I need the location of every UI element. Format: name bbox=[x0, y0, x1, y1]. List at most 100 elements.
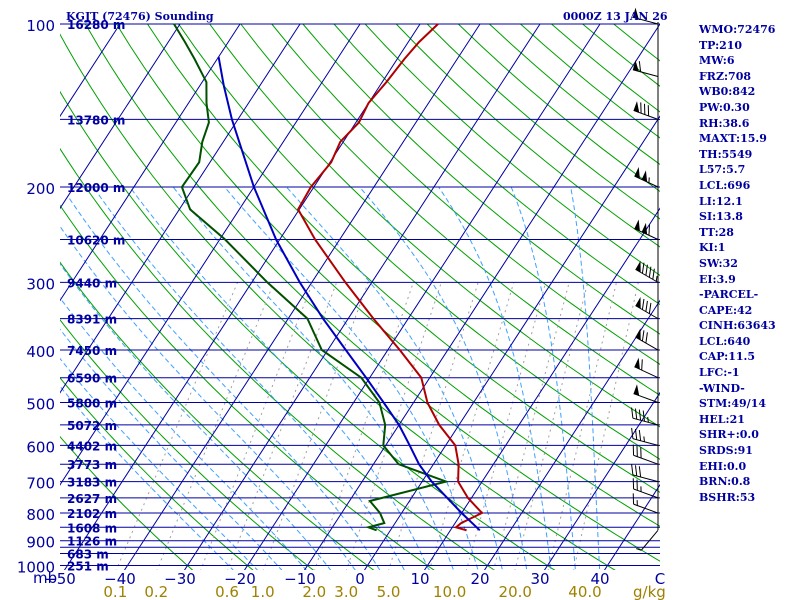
wind-barb bbox=[631, 407, 659, 426]
wind-barb-half-flag bbox=[655, 275, 658, 282]
pressure-tick-label: 600 bbox=[26, 438, 55, 456]
height-label: 2627 m bbox=[67, 492, 117, 506]
wind-barb-flag bbox=[641, 298, 645, 310]
mixing-ratio-label: 0.6 bbox=[215, 583, 239, 600]
dry-adiabat-line bbox=[178, 23, 660, 460]
mixing-ratio-label: 10.0 bbox=[433, 583, 466, 600]
temperature-tick-label: 10 bbox=[410, 570, 429, 588]
isotherm-line bbox=[303, 23, 660, 570]
pressure-tick-label: 400 bbox=[26, 343, 55, 361]
wind-barb-flag bbox=[634, 428, 638, 440]
temperature-tick-label: −40 bbox=[104, 570, 136, 588]
height-label: 5800 m bbox=[67, 397, 117, 411]
height-label: 3773 m bbox=[67, 458, 117, 472]
stat-item: RH:38.6 bbox=[699, 116, 750, 130]
stat-item: MW:6 bbox=[699, 54, 735, 68]
mixing-ratio-line bbox=[547, 282, 617, 570]
wind-barb bbox=[633, 101, 659, 120]
pressure-tick-label: 500 bbox=[26, 396, 55, 414]
stat-item: LI:12.1 bbox=[699, 194, 743, 208]
parcel-line bbox=[217, 56, 481, 532]
wind-barb bbox=[635, 296, 659, 320]
temperature-tick-label: 30 bbox=[530, 570, 549, 588]
dry-adiabat-line bbox=[364, 23, 660, 276]
dry-adiabat-line bbox=[60, 90, 556, 570]
stat-item: LFC:-1 bbox=[699, 366, 740, 380]
wind-barb-pennant bbox=[635, 296, 641, 309]
wind-barb-flag bbox=[642, 410, 645, 422]
wind-barb-staff bbox=[632, 474, 659, 483]
stat-item: BRN:0.8 bbox=[699, 475, 751, 489]
dry-adiabat-line bbox=[60, 377, 254, 570]
wind-barb-flag bbox=[638, 61, 642, 72]
height-label: 10620 m bbox=[67, 233, 125, 247]
stat-item: CAP:11.5 bbox=[699, 350, 756, 364]
wind-barb-staff bbox=[633, 503, 659, 514]
wind-barb-flag bbox=[634, 465, 638, 477]
moist-adiabat-line bbox=[60, 263, 332, 570]
dry-adiabat-line bbox=[60, 318, 314, 570]
isotherm-line bbox=[60, 23, 241, 302]
dry-adiabat-line bbox=[84, 23, 660, 562]
height-label: 1126 m bbox=[67, 535, 117, 549]
dry-adiabat-line bbox=[60, 147, 496, 570]
wind-barb-flag bbox=[648, 266, 652, 278]
temperature-tick-label: 40 bbox=[590, 570, 609, 588]
mixing-ratio-line bbox=[314, 282, 414, 570]
isotherm-line bbox=[423, 207, 660, 570]
dry-adiabat-line bbox=[60, 204, 435, 570]
wind-barb-flag bbox=[648, 224, 651, 236]
height-label: 6590 m bbox=[67, 372, 117, 386]
wind-barb-flag bbox=[638, 409, 642, 421]
height-label: 251 m bbox=[67, 560, 109, 574]
wind-barb-flag bbox=[652, 268, 655, 280]
pressure-tick-label: 300 bbox=[26, 275, 55, 293]
valid-time: 0000Z 13 JAN 26 bbox=[563, 10, 668, 23]
wind-barb-staff bbox=[632, 69, 659, 77]
temperature-tick-label: −30 bbox=[164, 570, 196, 588]
wind-barb bbox=[635, 260, 659, 283]
moist-adiabat-line bbox=[510, 186, 576, 570]
wind-barb-flag bbox=[641, 359, 643, 371]
wind-barb-flag bbox=[631, 427, 634, 439]
wind-barb bbox=[632, 478, 659, 499]
wind-barb-pennant bbox=[635, 328, 641, 341]
dry-adiabat-line bbox=[60, 435, 194, 570]
wind-barb bbox=[631, 427, 659, 446]
wind-barb-staff bbox=[633, 109, 659, 120]
height-label: 1608 m bbox=[67, 521, 117, 535]
isotherm-line bbox=[60, 23, 181, 210]
wind-barb-half-flag bbox=[643, 436, 645, 442]
station-title: KGJT (72476) Sounding bbox=[66, 10, 214, 23]
dry-adiabat-line bbox=[116, 23, 660, 527]
mixing-ratio-label: 1.0 bbox=[251, 583, 275, 600]
wind-barb-pennant bbox=[632, 60, 639, 72]
height-label: 5072 m bbox=[67, 419, 117, 433]
height-label: 683 m bbox=[67, 547, 109, 561]
mixing-ratio-unit: g/kg bbox=[633, 583, 666, 600]
pressure-tick-label: 100 bbox=[26, 17, 55, 35]
stat-item: BSHR:53 bbox=[699, 490, 756, 504]
moist-adiabat-line bbox=[570, 186, 601, 570]
mixing-ratio-label: 40.0 bbox=[568, 583, 601, 600]
mixing-ratio-label: 0.2 bbox=[144, 583, 168, 600]
moist-adiabat-line bbox=[60, 385, 234, 570]
mixing-ratio-label: 5.0 bbox=[377, 583, 401, 600]
wind-barb bbox=[636, 530, 659, 551]
wind-barb-flag bbox=[645, 300, 648, 312]
moist-adiabat-line bbox=[92, 186, 405, 570]
moist-adiabat-line bbox=[68, 198, 381, 570]
wind-barb-staff bbox=[633, 454, 659, 465]
stat-item: -PARCEL- bbox=[699, 288, 759, 302]
wind-barb-pennant bbox=[632, 7, 639, 19]
wind-barb-flag bbox=[634, 408, 638, 420]
stat-item: LCL:640 bbox=[699, 334, 751, 348]
wind-barb-pennant bbox=[635, 260, 641, 273]
wind-barb bbox=[632, 493, 659, 514]
wind-barb-flag bbox=[645, 264, 648, 276]
height-label: 7450 m bbox=[67, 344, 117, 358]
isotherm-line bbox=[60, 23, 301, 394]
moist-adiabat-line bbox=[438, 186, 552, 570]
mixing-ratio-line bbox=[514, 282, 589, 570]
